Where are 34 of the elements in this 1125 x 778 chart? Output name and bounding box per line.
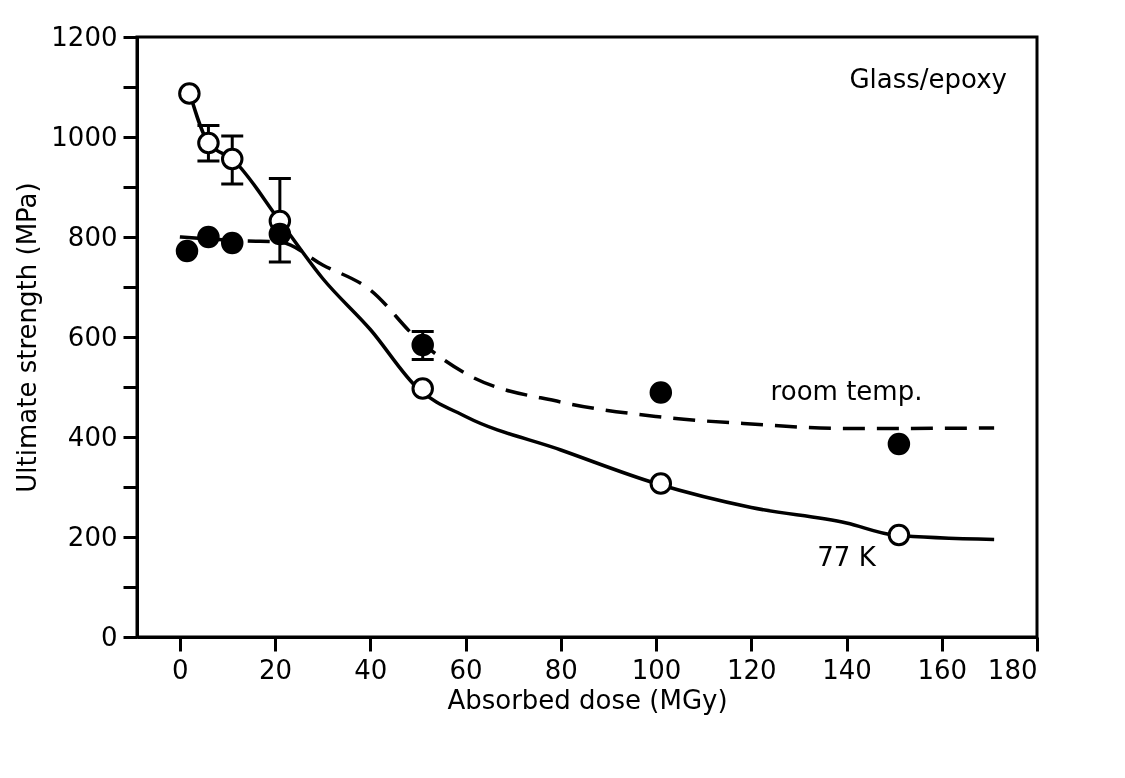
x-tick-label: 120 [726,654,777,685]
x-tick-label: 60 [449,654,483,685]
x-tick-label: 40 [354,654,388,685]
x-axis-title: Absorbed dose (MGy) [447,684,728,715]
point [178,82,201,105]
point [649,472,673,495]
annotation: Glass/epoxy [849,64,1007,94]
point [197,131,220,155]
x-tick-label: 140 [822,654,872,685]
y-tick-label: 800 [67,221,118,252]
x-tick-label: 20 [259,654,293,685]
series-label: 77 K [817,542,877,572]
x-tick-label: 180 [987,654,1038,685]
x-tick-label: 0 [172,654,189,685]
point [197,225,220,249]
point [268,222,292,246]
point [887,523,911,547]
y-tick-label: 200 [67,521,118,552]
x-tick-label: 160 [917,654,968,685]
point [220,147,244,171]
point [887,432,911,456]
y-tick-label: 1000 [51,121,118,152]
y-tick-label: 600 [67,321,118,352]
x-tick-label: 100 [631,654,682,685]
point [175,239,199,263]
y-tick-label: 400 [67,421,118,452]
point [220,231,244,255]
x-tick-label: 80 [544,654,578,685]
y-axis-title: Ultimate strength (MPa) [12,182,43,493]
y-tick-label: 0 [100,621,118,652]
series-label: room temp. [770,375,923,406]
point [411,377,434,400]
y-tick-label: 1200 [51,21,118,52]
point [649,381,673,404]
